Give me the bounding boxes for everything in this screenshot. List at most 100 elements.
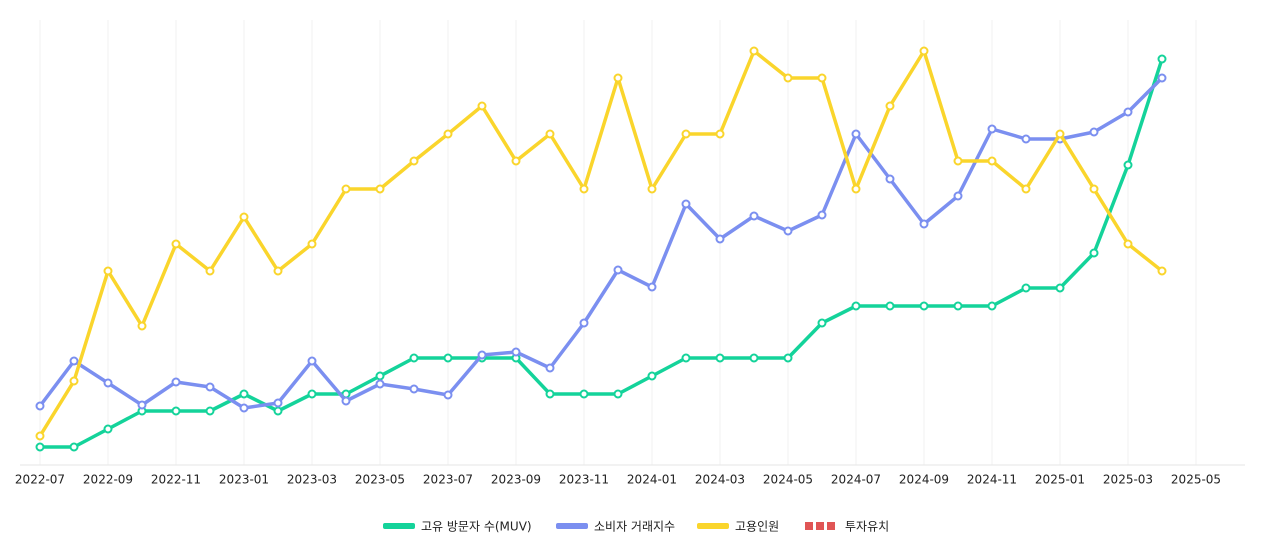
point <box>1021 134 1031 144</box>
x-tick-label: 2023-11 <box>559 473 609 487</box>
legend-label: 고용인원 <box>735 520 779 534</box>
point <box>613 389 623 399</box>
point <box>35 442 45 452</box>
x-tick-label: 2022-07 <box>15 473 65 487</box>
point <box>647 282 657 292</box>
point <box>1021 283 1031 293</box>
series-line <box>38 49 1164 437</box>
point <box>783 73 793 83</box>
point <box>171 239 181 249</box>
x-tick-label: 2024-07 <box>831 473 881 487</box>
point <box>35 431 45 441</box>
point <box>477 350 487 360</box>
point <box>817 210 827 220</box>
x-tick-label: 2023-09 <box>491 473 541 487</box>
point <box>409 353 419 363</box>
legend-label: 투자유치 <box>845 520 889 534</box>
point <box>443 129 453 139</box>
x-tick-label: 2025-05 <box>1171 473 1221 487</box>
legend-swatch <box>827 522 835 530</box>
x-tick-label: 2024-09 <box>899 473 949 487</box>
point <box>239 212 249 222</box>
point <box>749 46 759 56</box>
point <box>851 184 861 194</box>
point <box>647 371 657 381</box>
series-line <box>40 58 1164 449</box>
point <box>885 301 895 311</box>
point <box>69 442 79 452</box>
point <box>851 129 861 139</box>
point <box>681 129 691 139</box>
point <box>103 424 113 434</box>
x-tick-label: 2023-01 <box>219 473 269 487</box>
point <box>545 129 555 139</box>
point <box>715 234 725 244</box>
x-tick-label: 2023-07 <box>423 473 473 487</box>
point <box>953 156 963 166</box>
point <box>885 101 895 111</box>
point <box>715 129 725 139</box>
point <box>817 73 827 83</box>
point <box>715 353 725 363</box>
point <box>545 363 555 373</box>
point <box>953 191 963 201</box>
point <box>171 377 181 387</box>
x-tick-label: 2022-09 <box>83 473 133 487</box>
point <box>1055 283 1065 293</box>
point <box>205 266 215 276</box>
point <box>987 156 997 166</box>
point <box>885 174 895 184</box>
point <box>545 389 555 399</box>
point <box>1021 184 1031 194</box>
point <box>443 390 453 400</box>
point <box>273 406 283 416</box>
point <box>1157 266 1167 276</box>
point <box>341 184 351 194</box>
point <box>579 389 589 399</box>
point <box>137 321 147 331</box>
point <box>171 406 181 416</box>
point <box>239 389 249 399</box>
point <box>307 389 317 399</box>
point <box>919 219 929 229</box>
x-tick-label: 2025-03 <box>1103 473 1153 487</box>
point <box>987 301 997 311</box>
x-tick-label: 2025-01 <box>1035 473 1085 487</box>
point <box>1089 127 1099 137</box>
point <box>35 401 45 411</box>
legend-swatch <box>816 522 824 530</box>
point <box>103 378 113 388</box>
point <box>443 353 453 363</box>
point <box>749 353 759 363</box>
point <box>783 353 793 363</box>
point <box>307 239 317 249</box>
point <box>579 184 589 194</box>
x-tick-label: 2023-03 <box>287 473 337 487</box>
point <box>341 396 351 406</box>
point <box>1123 107 1133 117</box>
legend-swatch <box>556 523 588 529</box>
point <box>205 382 215 392</box>
point <box>851 301 861 311</box>
point <box>137 400 147 410</box>
point <box>579 318 589 328</box>
point <box>409 156 419 166</box>
point <box>375 184 385 194</box>
x-tick-label: 2024-11 <box>967 473 1017 487</box>
point <box>783 226 793 236</box>
point <box>681 199 691 209</box>
point <box>1157 73 1167 83</box>
point <box>613 265 623 275</box>
point <box>1055 129 1065 139</box>
point <box>817 318 827 328</box>
point <box>69 356 79 366</box>
x-tick-label: 2024-03 <box>695 473 745 487</box>
point <box>205 406 215 416</box>
x-tick-label: 2024-01 <box>627 473 677 487</box>
point <box>613 73 623 83</box>
point <box>953 301 963 311</box>
x-tick-label: 2022-11 <box>151 473 201 487</box>
point <box>103 266 113 276</box>
point <box>375 379 385 389</box>
